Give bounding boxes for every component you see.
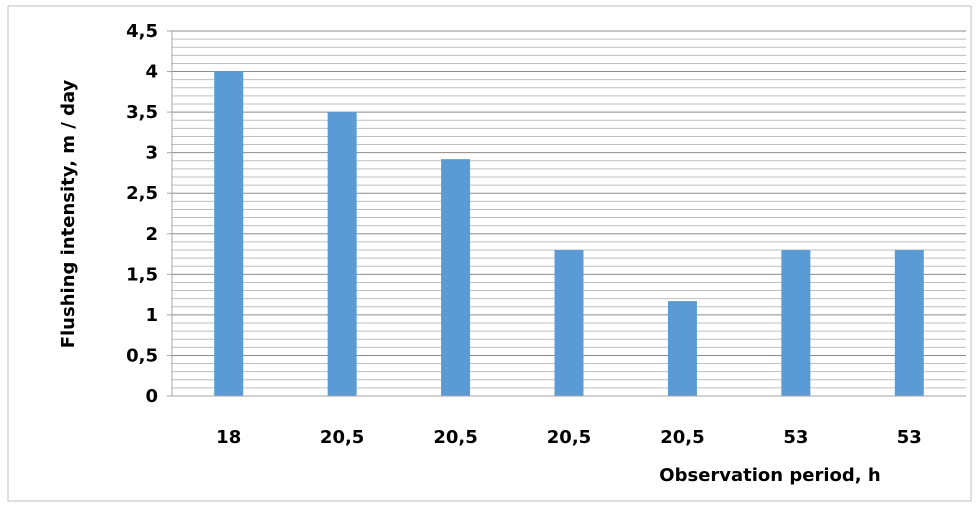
x-tick-labels: 18 20,5 20,5 20,5 20,5 53 53 (216, 427, 922, 448)
x-axis-title: Observation period, h (659, 465, 880, 486)
y-tick-label: 1,5 (126, 264, 158, 285)
y-tick-label: 0,5 (126, 345, 158, 366)
axes (167, 30, 966, 397)
bar-4 (554, 250, 584, 396)
x-tick-label: 18 (216, 427, 241, 448)
bar-7 (894, 250, 924, 396)
bar-2 (327, 112, 357, 396)
x-tick-label: 20,5 (433, 427, 477, 448)
y-tick-label: 0 (145, 386, 158, 407)
y-tick-label: 3 (145, 143, 158, 164)
bar-1 (214, 71, 244, 397)
y-tick-label: 4,5 (126, 21, 158, 42)
bar-5 (667, 301, 697, 396)
y-tick-label: 2 (145, 224, 158, 245)
y-tick-label: 3,5 (126, 102, 158, 123)
bar-6 (781, 250, 811, 396)
x-tick-label: 20,5 (547, 427, 591, 448)
x-tick-label: 53 (897, 427, 922, 448)
x-tick-label: 53 (783, 427, 808, 448)
y-tick-label: 2,5 (126, 183, 158, 204)
y-tick-label: 4 (145, 62, 158, 83)
y-tick-labels: 0 0,5 1 1,5 2 2,5 3 3,5 4 4,5 (126, 21, 158, 407)
bars (214, 71, 924, 397)
x-tick-label: 20,5 (320, 427, 364, 448)
y-tick-label: 1 (145, 305, 158, 326)
bar-3 (441, 159, 471, 396)
chart-frame (7, 5, 972, 502)
x-tick-label: 20,5 (660, 427, 704, 448)
y-axis-title: Flushing intensity, m / day (58, 79, 79, 348)
